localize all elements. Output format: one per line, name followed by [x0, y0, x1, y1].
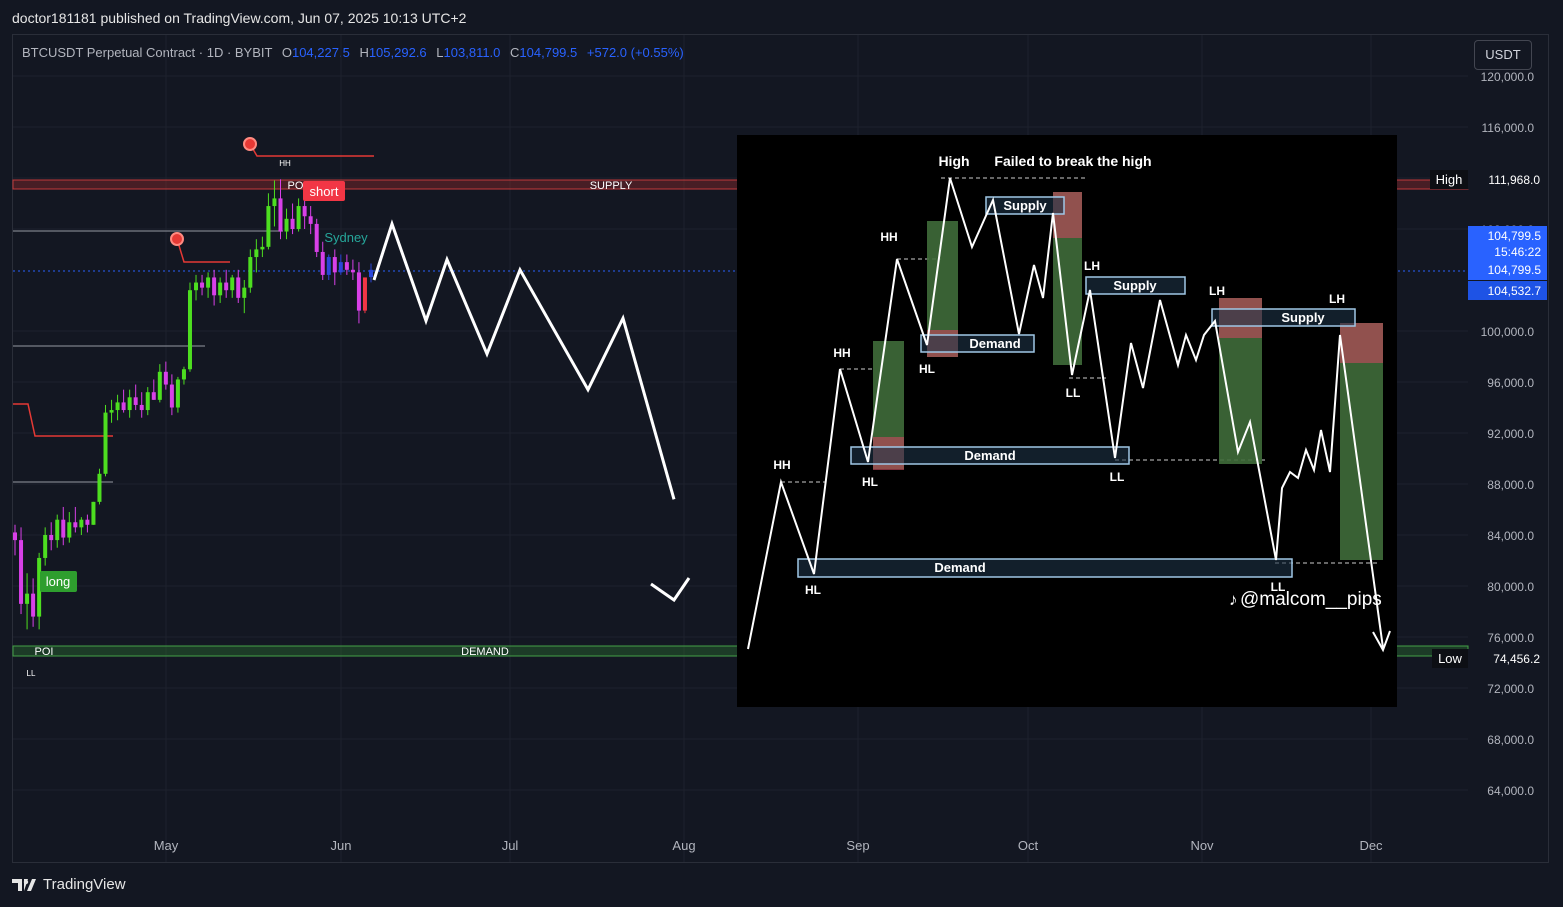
- chart-frame[interactable]: [12, 34, 1549, 863]
- currency-button[interactable]: USDT: [1474, 40, 1532, 70]
- high-value: 105,292.6: [368, 45, 427, 60]
- low-label: L: [436, 45, 444, 60]
- top-strip: [0, 0, 1563, 34]
- publisher-line: doctor181181 published on TradingView.co…: [12, 10, 467, 26]
- open-label: O: [281, 45, 292, 60]
- tradingview-brand: TradingView: [43, 876, 126, 893]
- tradingview-logo-icon: [12, 878, 36, 891]
- close-label: C: [510, 45, 520, 60]
- open-value: 104,227.5: [291, 45, 350, 60]
- tradingview-logo[interactable]: TradingView: [12, 876, 126, 893]
- low-value: 103,811.0: [443, 45, 501, 60]
- symbol-name[interactable]: BTCUSDT Perpetual Contract · 1D · BYBIT: [22, 45, 273, 60]
- change-value: +572.0 (+0.55%): [586, 45, 684, 60]
- high-label: H: [359, 45, 369, 60]
- symbol-legend[interactable]: BTCUSDT Perpetual Contract · 1D · BYBIT …: [22, 45, 684, 60]
- close-value: 104,799.5: [519, 45, 578, 60]
- footer-bar: [0, 864, 1563, 907]
